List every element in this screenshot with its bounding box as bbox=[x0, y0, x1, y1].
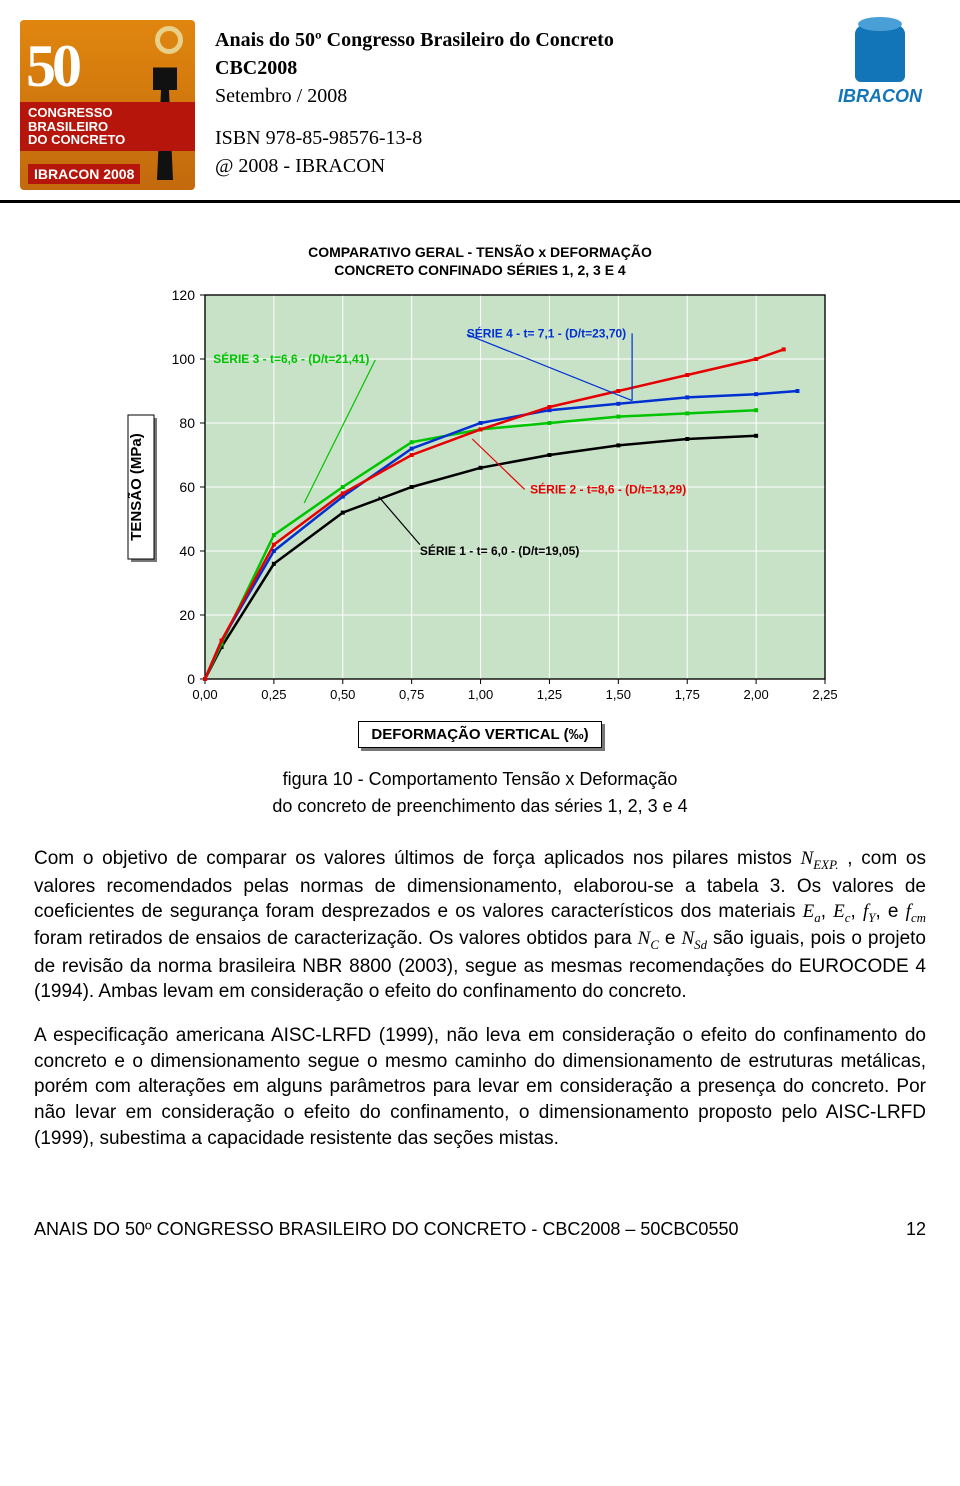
eand: e bbox=[659, 928, 682, 949]
logo-ring-icon bbox=[155, 26, 183, 54]
paragraph-1: Com o objetivo de comparar os valores úl… bbox=[34, 846, 926, 1005]
svg-text:0: 0 bbox=[187, 671, 195, 687]
svg-text:2,25: 2,25 bbox=[812, 687, 837, 702]
x-axis-label: DEFORMAÇÃO VERTICAL (‰) bbox=[358, 721, 601, 748]
svg-text:2,00: 2,00 bbox=[743, 687, 768, 702]
ibracon-label: IBRACON bbox=[820, 86, 940, 107]
svg-text:SÉRIE 2 - t=8,6 - (D/t=13,29): SÉRIE 2 - t=8,6 - (D/t=13,29) bbox=[530, 482, 686, 497]
logo-number: 50 bbox=[26, 32, 78, 101]
tension-deformation-chart: 0 20 40 60 80 100 120 0,00 0,25 0,50 0,75 1,00 1,25 1… bbox=[120, 285, 840, 715]
svg-text:20: 20 bbox=[179, 607, 195, 623]
cylinder-icon bbox=[855, 20, 905, 82]
footer-page: 12 bbox=[906, 1219, 926, 1240]
page-header: 50 CONGRESSO BRASILEIRO DO CONCRETO IBRA… bbox=[0, 0, 960, 200]
congress-logo: 50 CONGRESSO BRASILEIRO DO CONCRETO IBRA… bbox=[20, 20, 195, 190]
logo-line2: BRASILEIRO bbox=[28, 120, 187, 134]
svg-text:1,50: 1,50 bbox=[606, 687, 631, 702]
svg-text:1,25: 1,25 bbox=[537, 687, 562, 702]
var-Ec: E bbox=[833, 901, 845, 922]
svg-text:100: 100 bbox=[172, 351, 196, 367]
logo-band: CONGRESSO BRASILEIRO DO CONCRETO bbox=[20, 102, 195, 151]
svg-text:0,00: 0,00 bbox=[192, 687, 217, 702]
svg-text:80: 80 bbox=[179, 415, 195, 431]
var-Nsd: N bbox=[681, 928, 694, 949]
header-isbn: ISBN 978-85-98576-13-8 bbox=[215, 124, 800, 152]
page-footer: ANAIS DO 50º CONGRESSO BRASILEIRO DO CON… bbox=[0, 1169, 960, 1252]
logo-year: IBRACON 2008 bbox=[28, 164, 140, 184]
header-divider bbox=[0, 200, 960, 203]
figure-caption: figura 10 - Comportamento Tensão x Defor… bbox=[0, 766, 960, 820]
var-Ec-sub: c bbox=[845, 910, 851, 925]
p1c: foram retirados de ensaios de caracteriz… bbox=[34, 928, 638, 949]
svg-text:SÉRIE 1 - t= 6,0 - (D/t=19,05): SÉRIE 1 - t= 6,0 - (D/t=19,05) bbox=[420, 543, 579, 558]
var-fcm-sub: cm bbox=[911, 910, 926, 925]
and: , e bbox=[875, 901, 905, 922]
svg-text:0,25: 0,25 bbox=[261, 687, 286, 702]
header-copyright: @ 2008 - IBRACON bbox=[215, 152, 800, 180]
svg-text:1,00: 1,00 bbox=[468, 687, 493, 702]
var-Nsd-sub: Sd bbox=[694, 937, 707, 952]
p1a: Com o objetivo de comparar os valores úl… bbox=[34, 848, 801, 869]
footer-left: ANAIS DO 50º CONGRESSO BRASILEIRO DO CON… bbox=[34, 1219, 738, 1240]
header-title2: CBC2008 bbox=[215, 57, 297, 79]
ibracon-logo: IBRACON bbox=[820, 20, 940, 107]
header-text-block: Anais do 50º Congresso Brasileiro do Con… bbox=[215, 20, 800, 180]
paragraph-2: A especificação americana AISC-LRFD (199… bbox=[34, 1023, 926, 1151]
svg-text:0,50: 0,50 bbox=[330, 687, 355, 702]
chart-title-line1: COMPARATIVO GERAL - TENSÃO x DEFORMAÇÃO bbox=[100, 243, 860, 261]
chart-container: COMPARATIVO GERAL - TENSÃO x DEFORMAÇÃO … bbox=[100, 243, 860, 748]
var-Nc: N bbox=[638, 928, 651, 949]
logo-line3: DO CONCRETO bbox=[28, 133, 187, 147]
svg-text:TENSÃO (MPa): TENSÃO (MPa) bbox=[127, 434, 145, 542]
svg-text:SÉRIE 4 - t= 7,1 - (D/t=23,70): SÉRIE 4 - t= 7,1 - (D/t=23,70) bbox=[467, 326, 626, 341]
var-Nexp: N bbox=[801, 848, 814, 869]
caption-line2: do concreto de preenchimento das séries … bbox=[0, 793, 960, 820]
svg-text:60: 60 bbox=[179, 479, 195, 495]
chart-title-line2: CONCRETO CONFINADO SÉRIES 1, 2, 3 E 4 bbox=[100, 261, 860, 279]
svg-text:0,75: 0,75 bbox=[399, 687, 424, 702]
caption-line1: figura 10 - Comportamento Tensão x Defor… bbox=[0, 766, 960, 793]
header-title1: Anais do 50º Congresso Brasileiro do Con… bbox=[215, 29, 614, 51]
var-Nexp-sub: EXP. bbox=[813, 857, 838, 872]
var-Nc-sub: C bbox=[650, 937, 659, 952]
logo-line1: CONGRESSO bbox=[28, 106, 187, 120]
svg-text:SÉRIE 3 - t=6,6 - (D/t=21,41): SÉRIE 3 - t=6,6 - (D/t=21,41) bbox=[213, 351, 369, 366]
body-text: Com o objetivo de comparar os valores úl… bbox=[0, 846, 960, 1151]
var-Ea: E bbox=[803, 901, 815, 922]
svg-text:1,75: 1,75 bbox=[675, 687, 700, 702]
svg-text:120: 120 bbox=[172, 287, 196, 303]
svg-text:40: 40 bbox=[179, 543, 195, 559]
header-title3: Setembro / 2008 bbox=[215, 82, 800, 110]
var-Ea-sub: a bbox=[814, 910, 820, 925]
